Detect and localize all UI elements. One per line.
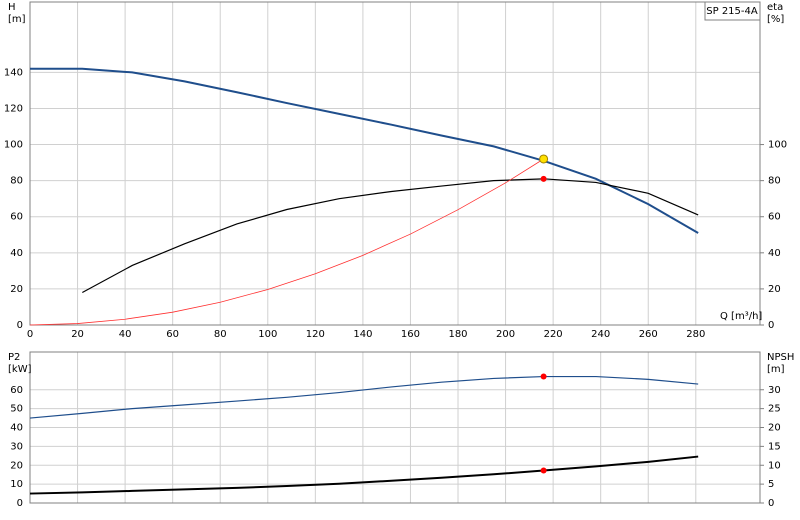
series-line [82, 178, 699, 294]
y-tick-label: 0 [17, 320, 23, 331]
series-line [29, 455, 699, 495]
y-tick-label: 140 [4, 67, 23, 78]
y2-axis-label: eta [767, 2, 783, 13]
y2-tick-label: 10 [768, 460, 781, 471]
y2-tick-label: 60 [768, 212, 781, 223]
y-tick-label: 120 [4, 103, 23, 114]
y-axis-unit: [kW] [8, 364, 32, 375]
y-tick-label: 20 [10, 284, 23, 295]
x-tick-label: 120 [306, 329, 325, 340]
duty-point [540, 373, 547, 380]
y-axis-unit: [m] [8, 14, 26, 25]
x-tick-label: 60 [166, 329, 179, 340]
x-tick-label: 200 [496, 329, 515, 340]
y-tick-label: 100 [4, 140, 23, 151]
x-tick-label: 260 [639, 329, 658, 340]
y-tick-label: 10 [10, 479, 23, 490]
plot-frame [29, 351, 761, 504]
y-axis-label: P2 [8, 352, 20, 363]
y-tick-label: 40 [10, 423, 23, 434]
x-tick-label: 0 [27, 329, 33, 340]
x-tick-label: 20 [71, 329, 84, 340]
duty-point [540, 467, 547, 474]
y-tick-label: 20 [10, 460, 23, 471]
x-tick-label: 160 [401, 329, 420, 340]
tag-label: SP 215-4A [706, 6, 758, 17]
series-line [29, 375, 699, 419]
y-tick-label: 50 [10, 404, 23, 415]
x-tick-label: 280 [686, 329, 705, 340]
x-tick-label: 140 [353, 329, 372, 340]
y-tick-label: 60 [10, 212, 23, 223]
y2-axis-unit: [m] [767, 364, 785, 375]
x-tick-label: 80 [214, 329, 227, 340]
y2-tick-label: 20 [768, 284, 781, 295]
y2-tick-label: 15 [768, 441, 781, 452]
series-line [29, 158, 544, 326]
tag-box [704, 1, 761, 21]
x-tick-label: 100 [258, 329, 277, 340]
plot-frame [29, 1, 761, 326]
x-axis-label: Q [m³/h] [720, 311, 762, 322]
y-axis-label: H [8, 2, 16, 13]
y2-tick-label: 100 [768, 140, 787, 151]
y2-tick-label: 25 [768, 404, 781, 415]
y2-tick-label: 5 [768, 479, 774, 490]
y-tick-label: 30 [10, 441, 23, 452]
y-tick-label: 40 [10, 248, 23, 259]
y2-tick-label: 0 [768, 320, 774, 331]
y-tick-label: 0 [17, 498, 23, 509]
x-tick-label: 40 [119, 329, 132, 340]
series-line [30, 67, 699, 234]
y2-axis-unit: [%] [767, 14, 784, 25]
y2-tick-label: 40 [768, 248, 781, 259]
y-tick-label: 80 [10, 176, 23, 187]
x-tick-label: 180 [448, 329, 467, 340]
x-tick-label: 240 [591, 329, 610, 340]
y2-tick-label: 30 [768, 385, 781, 396]
x-tick-label: 220 [544, 329, 563, 340]
y2-axis-label: NPSH [767, 352, 794, 363]
y2-tick-label: 20 [768, 423, 781, 434]
duty-point [539, 154, 549, 164]
duty-point [540, 175, 547, 182]
y-tick-label: 60 [10, 385, 23, 396]
y2-tick-label: 80 [768, 176, 781, 187]
y2-tick-label: 0 [768, 498, 774, 509]
